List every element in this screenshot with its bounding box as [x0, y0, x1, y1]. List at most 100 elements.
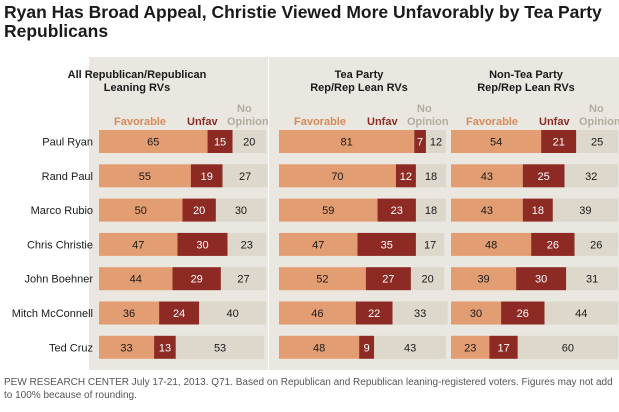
data-label: 23: [464, 342, 476, 354]
bar-no-opinion: [220, 267, 266, 291]
bar-no-opinion: [410, 267, 445, 291]
data-label: 9: [364, 342, 370, 354]
data-label: 48: [485, 239, 497, 251]
data-label: 17: [497, 342, 509, 354]
bar-no-opinion: [227, 232, 266, 256]
bar-no-opinion: [415, 164, 446, 188]
data-label: 27: [239, 171, 251, 183]
bar-favorable: [451, 164, 523, 188]
bar-unfav: [541, 130, 577, 153]
data-label: 44: [575, 308, 587, 320]
legend-no-opinion: No: [417, 103, 432, 115]
bar-no-opinion: [392, 301, 448, 325]
data-label: 43: [481, 205, 493, 217]
bar-no-opinion: [415, 232, 445, 256]
data-label: 32: [585, 171, 597, 183]
data-label: 19: [201, 171, 213, 183]
bar-unfav: [359, 335, 375, 359]
row-label: Mitch McConnell: [12, 308, 93, 320]
bar-favorable: [99, 301, 160, 325]
data-label: 46: [311, 308, 323, 320]
data-label: 23: [241, 239, 253, 251]
data-label: 21: [553, 137, 565, 149]
data-label: 26: [517, 308, 529, 320]
data-label: 47: [312, 239, 324, 251]
bar-favorable: [279, 267, 366, 291]
bar-favorable: [279, 232, 358, 256]
bar-unfav: [377, 198, 416, 222]
bar-favorable: [99, 164, 191, 188]
bar-unfav: [395, 164, 416, 188]
data-label: 54: [490, 137, 502, 149]
data-label: 36: [123, 308, 135, 320]
bar-favorable: [99, 267, 173, 291]
data-label: 40: [226, 308, 238, 320]
data-label: 39: [477, 274, 489, 286]
data-label: 20: [422, 274, 434, 286]
data-label: 27: [237, 274, 249, 286]
bar-no-opinion: [215, 198, 266, 222]
bar-favorable: [279, 198, 378, 222]
bar-favorable: [99, 335, 155, 359]
row-label: John Boehner: [25, 274, 94, 286]
bar-no-opinion: [175, 335, 265, 359]
bar-unfav: [489, 335, 518, 359]
legend-unfav: Unfav: [367, 116, 398, 128]
bar-no-opinion: [544, 301, 618, 325]
bar-no-opinion: [574, 232, 618, 256]
data-label: 30: [196, 239, 208, 251]
bar-unfav: [522, 198, 553, 222]
data-label: 55: [139, 171, 151, 183]
data-label: 43: [481, 171, 493, 183]
bar-favorable: [279, 335, 360, 359]
data-label: 47: [132, 239, 144, 251]
data-label: 30: [470, 308, 482, 320]
legend-favorable: Favorable: [466, 116, 518, 128]
data-label: 35: [381, 239, 393, 251]
chart-title: Ryan Has Broad Appeal, Christie Viewed M…: [4, 2, 602, 41]
legend-no-opinion: Opinion: [579, 116, 619, 128]
row-label: Chris Christie: [27, 239, 93, 251]
data-label: 43: [404, 342, 416, 354]
bar-no-opinion: [564, 164, 618, 188]
bar-favorable: [279, 130, 415, 153]
data-label: 33: [414, 308, 426, 320]
legend-no-opinion: No: [237, 103, 252, 115]
bar-unfav: [177, 232, 228, 256]
row-label: Marco Rubio: [31, 205, 93, 217]
data-label: 13: [159, 342, 171, 354]
data-label: 59: [322, 205, 334, 217]
data-label: 20: [243, 137, 255, 149]
data-label: 7: [417, 137, 423, 149]
legend-no-opinion: Opinion: [227, 116, 269, 128]
source-note: PEW RESEARCH CENTER July 17-21, 2013. Q7…: [4, 377, 613, 401]
data-label: 18: [425, 171, 437, 183]
bar-favorable: [99, 232, 178, 256]
row-label: Ted Cruz: [49, 342, 93, 354]
bar-favorable: [451, 267, 517, 291]
bar-no-opinion: [374, 335, 446, 359]
bar-unfav: [207, 130, 233, 153]
bar-unfav: [190, 164, 223, 188]
data-label: 26: [590, 239, 602, 251]
bar-no-opinion: [566, 267, 618, 291]
data-label: 15: [214, 137, 226, 149]
data-label: 17: [424, 239, 436, 251]
bar-no-opinion: [415, 198, 446, 222]
bar-unfav: [154, 335, 176, 359]
data-label: 29: [191, 274, 203, 286]
data-label: 39: [579, 205, 591, 217]
data-label: 48: [313, 342, 325, 354]
bar-unfav: [365, 267, 411, 291]
bar-favorable: [451, 301, 502, 325]
data-label: 12: [430, 137, 442, 149]
bar-favorable: [99, 198, 183, 222]
bar-no-opinion: [199, 301, 266, 325]
legend-favorable: Favorable: [294, 116, 346, 128]
data-label: 23: [391, 205, 403, 217]
bar-unfav: [414, 130, 426, 153]
bar-unfav: [501, 301, 545, 325]
row-label: Rand Paul: [42, 171, 93, 183]
bar-unfav: [159, 301, 200, 325]
